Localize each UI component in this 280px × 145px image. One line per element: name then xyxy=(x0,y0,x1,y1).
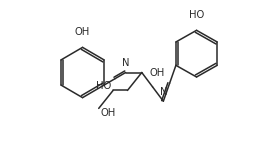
Text: N: N xyxy=(160,87,167,97)
Text: OH: OH xyxy=(100,108,115,118)
Text: HO: HO xyxy=(96,81,112,91)
Text: OH: OH xyxy=(150,68,165,77)
Text: HO: HO xyxy=(189,10,204,20)
Text: OH: OH xyxy=(74,28,89,38)
Text: N: N xyxy=(122,58,129,68)
